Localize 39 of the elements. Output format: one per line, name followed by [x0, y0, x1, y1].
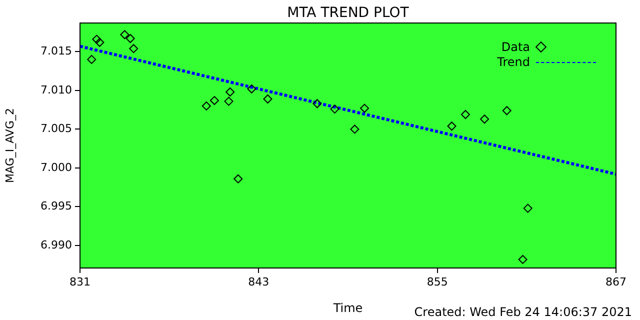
point [360, 104, 370, 113]
legend-label: Trend [497, 54, 530, 68]
text: Created: Wed Feb 24 14:06:37 2021 [414, 305, 632, 319]
point [247, 84, 256, 94]
point [202, 101, 211, 110]
legend-label: Data [501, 40, 530, 54]
point [95, 38, 104, 47]
point [350, 124, 360, 134]
point [224, 96, 234, 106]
y-tick-label: 7.005 [40, 122, 72, 136]
y-tick-label: 7.000 [40, 160, 72, 174]
point [263, 94, 272, 104]
y-tick-label: 7.010 [40, 83, 72, 96]
point [126, 34, 135, 44]
point [480, 114, 490, 124]
point [234, 174, 243, 184]
point [120, 30, 130, 40]
x-tick-label: 831 [70, 275, 90, 288]
point [518, 254, 528, 264]
point [210, 96, 219, 106]
point [447, 122, 456, 131]
point [312, 99, 322, 108]
point [87, 54, 96, 64]
point [523, 204, 532, 213]
point [129, 44, 138, 54]
x-tick-label: 855 [426, 275, 448, 288]
point [330, 104, 340, 114]
point [92, 34, 102, 44]
y-tick-label: 7.015 [40, 44, 72, 58]
y-tick-label: 6.990 [40, 238, 72, 252]
point [226, 88, 235, 97]
y-axis-title: MAG_I_AVG_2 [3, 108, 16, 183]
x-tick-label: 867 [606, 275, 626, 288]
x-tick-label: 843 [248, 275, 270, 288]
chart-title: MTA TREND PLOT [287, 5, 410, 21]
x-axis-title: Time [332, 300, 363, 315]
point [502, 106, 512, 116]
y-tick-label: 6.995 [40, 200, 72, 213]
point [460, 110, 470, 119]
